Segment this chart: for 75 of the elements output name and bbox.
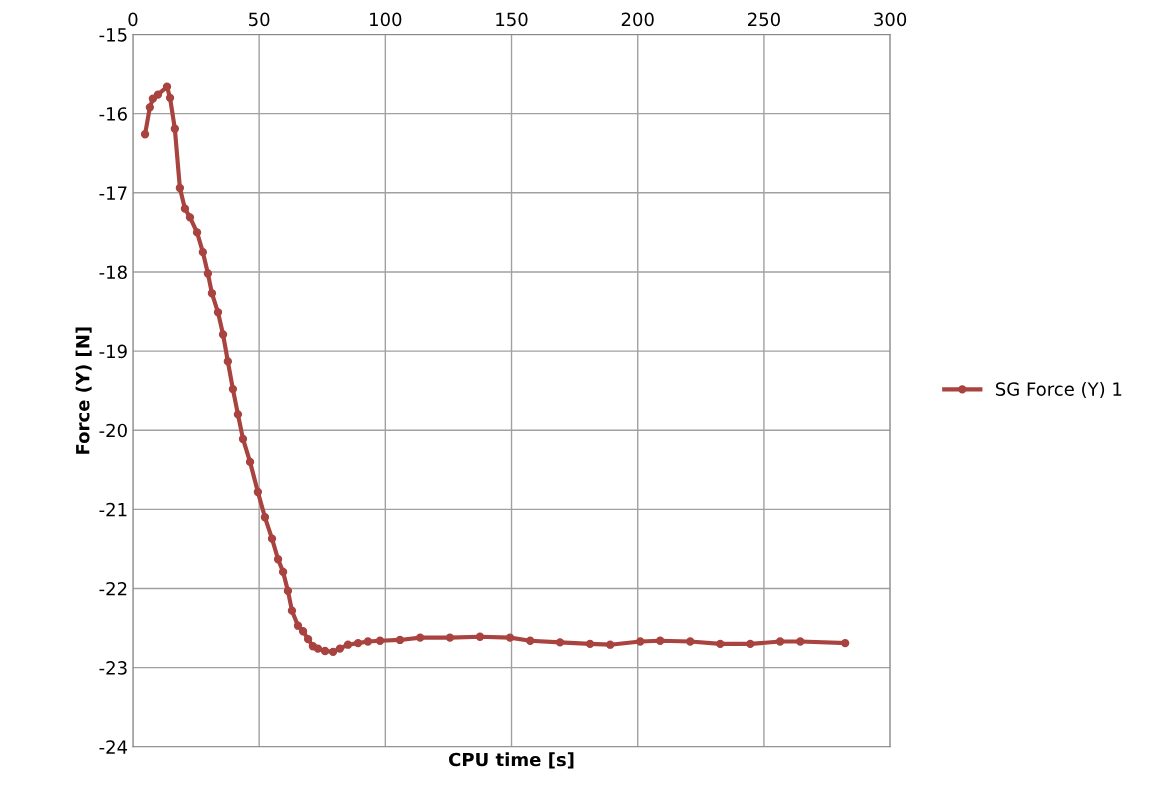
point (313, 644, 323, 653)
point (218, 330, 228, 339)
point (555, 638, 565, 647)
point (606, 640, 615, 649)
point (526, 636, 535, 645)
point (140, 130, 150, 139)
point (233, 410, 243, 419)
point (841, 638, 850, 648)
point (267, 534, 277, 543)
point (353, 638, 363, 648)
point (375, 636, 385, 645)
x-tick-label: 100 (370, 12, 402, 27)
point (335, 644, 345, 653)
point (192, 228, 202, 237)
point (245, 457, 255, 467)
point (585, 639, 595, 649)
y-axis-title: Force (Y) [N] (75, 327, 92, 454)
point (505, 633, 515, 642)
point (170, 124, 180, 133)
point (287, 606, 297, 615)
point (716, 639, 725, 649)
point (175, 183, 185, 193)
point (228, 384, 238, 394)
y-tick-label: -19 (99, 344, 127, 359)
point (278, 567, 288, 577)
point (415, 633, 425, 642)
y-tick-label: -18 (99, 265, 127, 280)
y-tick-label: -16 (99, 107, 127, 121)
y-tick-label: -21 (99, 502, 127, 517)
point (475, 632, 485, 641)
y-tick-label: -20 (99, 423, 127, 438)
point (796, 637, 805, 646)
y-tick-label: -22 (99, 581, 127, 596)
point (686, 637, 695, 646)
point (656, 636, 665, 645)
point (303, 634, 313, 644)
legend-label: SG Force (Y) 1 (995, 381, 1122, 399)
point (213, 308, 223, 317)
point (395, 635, 405, 645)
point (203, 269, 213, 278)
point (283, 586, 293, 596)
y-tick-label: -24 (99, 740, 128, 754)
point (328, 647, 338, 656)
x-tick-label: 150 (496, 12, 528, 27)
x-tick-label: 50 (249, 12, 270, 27)
point (775, 637, 785, 646)
x-tick-label: 0 (128, 12, 138, 27)
point (320, 646, 330, 656)
y-tick-label: -15 (99, 28, 127, 42)
point (293, 621, 303, 630)
y-tick-label: -23 (99, 661, 127, 675)
point (445, 633, 455, 642)
y-tick-label: -17 (99, 186, 127, 200)
point (746, 639, 755, 649)
x-tick-label: 200 (621, 12, 654, 27)
point (636, 637, 645, 646)
point (253, 487, 263, 497)
point (165, 93, 175, 103)
point (273, 555, 283, 564)
point (153, 90, 163, 99)
point (223, 357, 233, 366)
point (198, 247, 208, 257)
point (185, 213, 195, 222)
point (363, 637, 373, 646)
point (343, 640, 353, 649)
x-tick-label: 250 (748, 12, 780, 27)
x-tick-label: 300 (874, 12, 907, 27)
point (260, 513, 270, 522)
point (145, 103, 155, 112)
point (207, 289, 217, 298)
point (238, 434, 248, 444)
x-axis-title: CPU time [s] (449, 752, 574, 769)
point (162, 82, 172, 91)
point (298, 627, 308, 636)
point (180, 204, 190, 213)
